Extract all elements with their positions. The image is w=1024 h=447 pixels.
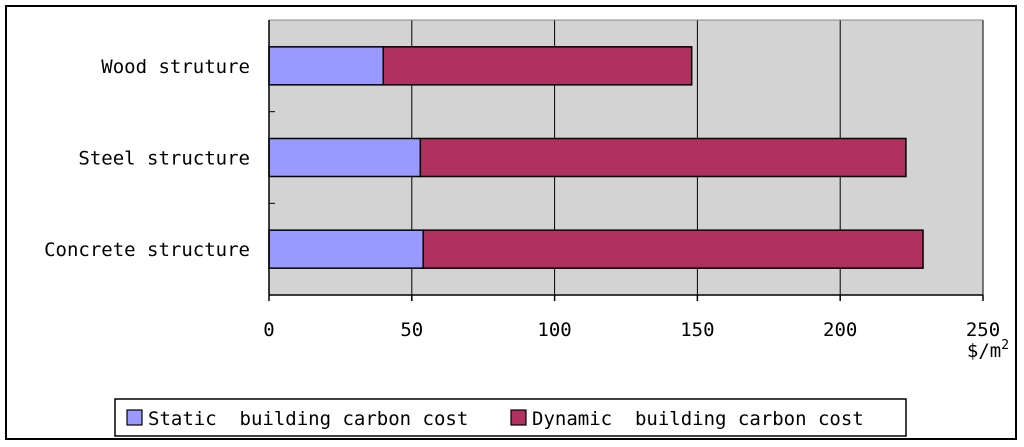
bar-dynamic-segment <box>382 46 693 86</box>
x-tick-label: 100 <box>537 319 571 341</box>
x-tick-label: 50 <box>400 319 423 341</box>
category-label: Concrete structure <box>44 239 250 261</box>
x-tick-label: 250 <box>966 319 1000 341</box>
bar-dynamic-segment <box>422 229 924 269</box>
legend: Static building carbon cost Dynamic build… <box>114 398 907 437</box>
category-label: Steel structure <box>78 148 250 170</box>
category-label: Wood struture <box>101 56 250 78</box>
legend-label: Static building carbon cost <box>148 408 468 430</box>
legend-swatch <box>510 409 527 426</box>
x-tick-label: 150 <box>680 319 714 341</box>
legend-label: Dynamic building carbon cost <box>532 408 864 430</box>
bar-static-segment <box>268 229 424 269</box>
x-unit-label: $/m2 <box>967 338 1009 362</box>
x-tick-label: 0 <box>263 319 274 341</box>
bar-static-segment <box>268 137 422 178</box>
bar-static-segment <box>268 46 384 86</box>
legend-swatch <box>126 409 143 426</box>
x-tick-label: 200 <box>823 319 857 341</box>
bar-dynamic-segment <box>419 137 907 178</box>
